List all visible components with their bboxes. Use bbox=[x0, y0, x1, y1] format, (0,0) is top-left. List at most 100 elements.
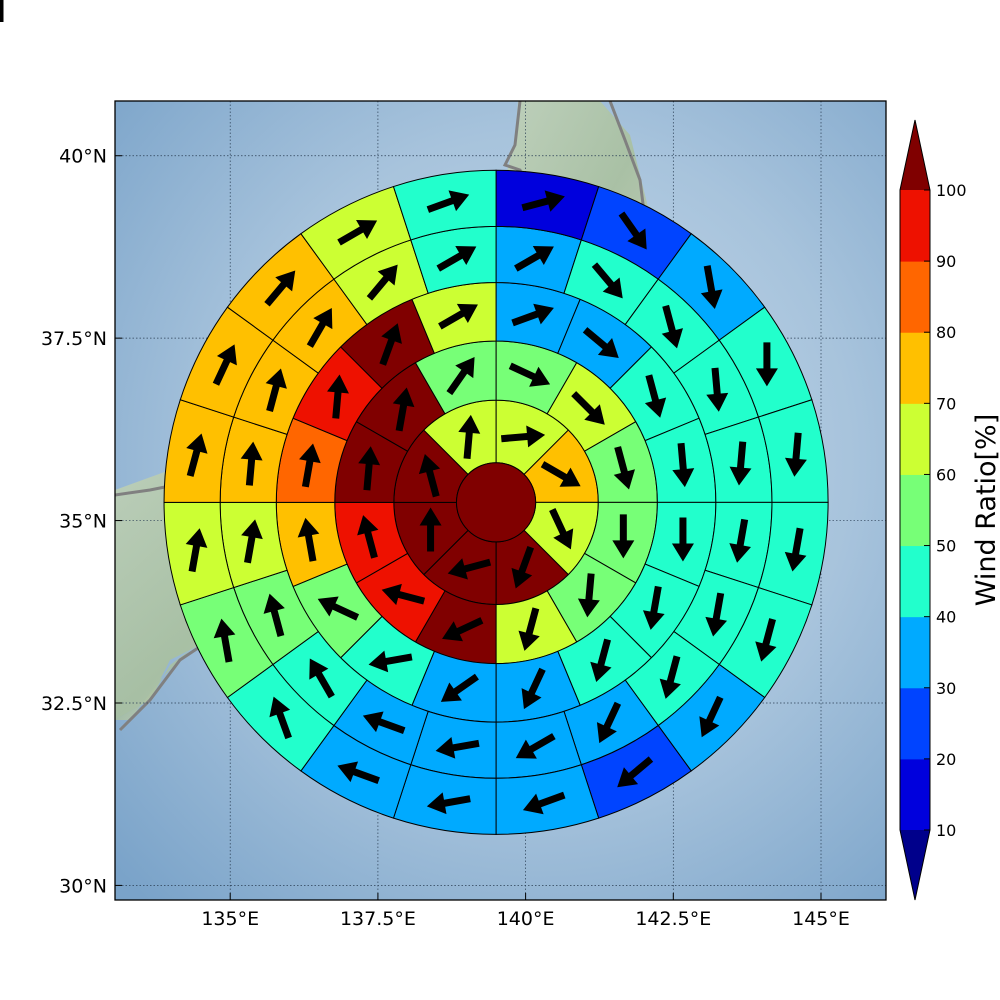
wind-arrow-r2-s8 bbox=[357, 515, 379, 559]
x-tick-label: 145°E bbox=[792, 908, 850, 930]
x-tick-label: 142.5°E bbox=[635, 908, 711, 930]
wind-arrow-r3-s7 bbox=[521, 667, 546, 710]
wind-arrow-r5-s4 bbox=[784, 432, 807, 477]
wind-arrow-r5-s1 bbox=[618, 211, 647, 250]
wind-arrow-r4-s8 bbox=[596, 701, 622, 744]
x-tick-label: 137.5°E bbox=[340, 908, 416, 930]
wind-arrow-r5-s11 bbox=[337, 761, 380, 784]
wind-arrow-r5-s7 bbox=[699, 695, 724, 738]
wind-arrow-r5-s12 bbox=[269, 696, 292, 740]
wind-arrow-r3-s11 bbox=[297, 517, 320, 562]
colorbar-segment bbox=[900, 687, 930, 760]
y-tick-label: 30°N bbox=[59, 875, 107, 897]
colorbar-tick-label: 10 bbox=[936, 821, 956, 840]
colorbar-segment bbox=[900, 545, 930, 618]
wind-arrow-r1-s7 bbox=[458, 414, 481, 460]
wind-arrow-r2-s5 bbox=[518, 607, 540, 651]
wind-arrow-r5-s0 bbox=[521, 190, 565, 212]
colorbar-segment bbox=[900, 261, 930, 333]
wind-arrow-r2-s2 bbox=[613, 446, 635, 490]
wind-arrow-r5-s5 bbox=[784, 527, 807, 572]
wind-arrow-r2-s0 bbox=[508, 362, 551, 387]
wind-arrow-r3-s8 bbox=[440, 673, 479, 702]
wind-arrow-r4-s19 bbox=[436, 246, 477, 272]
colorbar-tick-label: 40 bbox=[936, 608, 956, 627]
map-frame bbox=[114, 100, 887, 901]
wind-arrow-r4-s14 bbox=[241, 519, 263, 564]
y-axis-ticks: 30°N 32.5°N 35°N 37.5°N 40°N bbox=[41, 146, 122, 897]
wind-arrow-r2-s3 bbox=[612, 514, 635, 559]
land-kyushu-shikoku bbox=[115, 650, 190, 720]
wind-arrow-r3-s3 bbox=[672, 442, 695, 488]
wind-arrow-r3-s6 bbox=[590, 638, 612, 682]
wind-arrow-r5-s9 bbox=[522, 791, 566, 815]
wind-arrow-r1-s3 bbox=[511, 545, 535, 589]
wind-arrow-r4-s11 bbox=[362, 711, 406, 734]
wind-arrow-r4-s5 bbox=[729, 518, 751, 563]
y-tick-label: 40°N bbox=[59, 146, 107, 168]
wind-arrow-r5-s8 bbox=[617, 756, 654, 788]
colorbar-tick-label: 100 bbox=[936, 181, 967, 200]
wind-arrow-r3-s1 bbox=[582, 327, 619, 359]
wind-arrow-r2-s7 bbox=[381, 583, 426, 606]
sector-cells bbox=[164, 170, 829, 835]
wind-arrow-r5-s3 bbox=[755, 342, 778, 387]
wind-arrow-r4-s3 bbox=[706, 367, 729, 412]
colorbar-tick-label: 70 bbox=[936, 394, 956, 413]
colorbar-tick-label: 50 bbox=[936, 537, 956, 556]
wind-arrow-r5-s19 bbox=[426, 190, 470, 213]
wind-arrow-r5-s2 bbox=[700, 265, 723, 310]
wind-arrow-r1-s1 bbox=[540, 461, 581, 487]
wind-arrow-r2-s10 bbox=[392, 387, 415, 432]
colorbar-segment bbox=[900, 403, 930, 475]
wind-arrow-r3-s2 bbox=[644, 374, 667, 418]
x-tick-label: 135°E bbox=[201, 908, 259, 930]
x-axis-ticks: 135°E 137.5°E 140°E 142.5°E 145°E bbox=[201, 893, 850, 930]
wind-arrow-r2-s6 bbox=[442, 617, 484, 642]
wind-arrow-r5-s16 bbox=[212, 344, 237, 386]
wind-arrow-r4-s12 bbox=[309, 658, 335, 699]
wind-arrow-r3-s14 bbox=[379, 323, 402, 366]
wind-arrow-r3-s15 bbox=[438, 303, 478, 330]
colorbar: 10 20 30 40 50 60 70 80 90 100 bbox=[899, 119, 967, 901]
wind-arrow-r5-s15 bbox=[186, 433, 208, 477]
wind-arrow-r1-s0 bbox=[500, 425, 546, 448]
wind-arrow-r2-s1 bbox=[571, 391, 605, 425]
colorbar-segment bbox=[900, 190, 930, 262]
colorbar-tick-label: 80 bbox=[936, 323, 956, 342]
wind-arrow-r4-s2 bbox=[661, 304, 683, 349]
colorbar-segment bbox=[900, 616, 930, 689]
sector-center bbox=[455, 462, 537, 543]
wind-arrow-r5-s17 bbox=[264, 270, 296, 307]
colorbar-under-extension bbox=[900, 830, 930, 900]
wind-arrow-r4-s17 bbox=[306, 308, 333, 348]
wind-arrow-r5-s10 bbox=[426, 792, 471, 815]
colorbar-tick-label: 30 bbox=[936, 679, 956, 698]
x-tick-label: 140°E bbox=[497, 908, 555, 930]
y-tick-label: 35°N bbox=[59, 511, 107, 533]
wind-arrow-r4-s4 bbox=[729, 441, 752, 486]
wind-arrow-r3-s10 bbox=[317, 596, 360, 621]
wind-arrow-r1-s5 bbox=[419, 507, 442, 552]
colorbar-title: Wind Ratio[%] bbox=[971, 414, 1000, 606]
wind-arrow-r3-s9 bbox=[368, 650, 413, 673]
wind-arrow-r4-s7 bbox=[659, 655, 681, 699]
wind-arrow-r4-s6 bbox=[705, 592, 728, 637]
wind-arrow-r4-s10 bbox=[435, 736, 480, 759]
wind-arrow-r1-s4 bbox=[447, 558, 492, 580]
colorbar-segment bbox=[900, 474, 930, 547]
wind-arrow-r1-s6 bbox=[418, 453, 441, 498]
wind-arrow-r2-s11 bbox=[446, 357, 475, 396]
wind-arrow-r1-s2 bbox=[549, 508, 574, 550]
wind-arrow-r4-s15 bbox=[240, 441, 263, 486]
wind-arrow-r5-s18 bbox=[337, 219, 378, 246]
y-tick-label: 37.5°N bbox=[41, 328, 107, 350]
colorbar-tick-label: 90 bbox=[936, 252, 956, 271]
colorbar-tick-label: 20 bbox=[936, 750, 956, 769]
wind-arrow-r2-s9 bbox=[358, 446, 381, 491]
wind-arrow-r5-s14 bbox=[185, 528, 208, 573]
wind-arrow-r3-s0 bbox=[511, 303, 554, 327]
wind-arrow-r2-s4 bbox=[577, 573, 600, 618]
wind-arrow-r4-s1 bbox=[591, 262, 623, 299]
